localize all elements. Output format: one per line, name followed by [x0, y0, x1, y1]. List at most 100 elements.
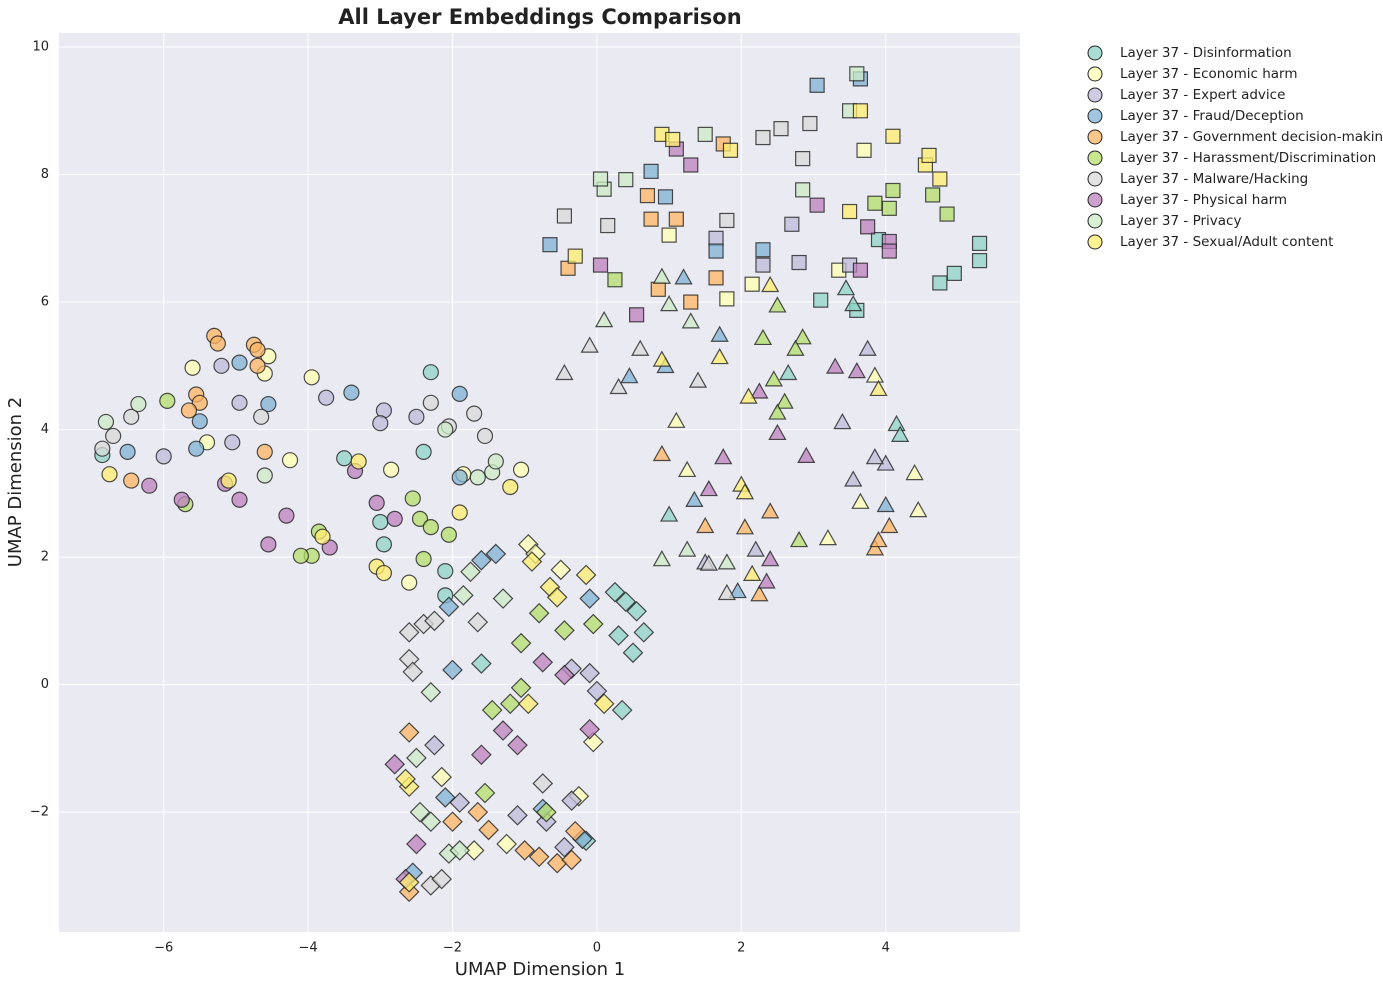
point — [496, 833, 517, 855]
point — [775, 392, 794, 409]
legend-label: Layer 37 - Malware/Hacking — [1120, 171, 1308, 187]
point — [253, 408, 270, 425]
point — [611, 699, 633, 721]
point — [809, 77, 825, 93]
point — [881, 200, 897, 216]
point — [710, 347, 729, 365]
legend-marker — [1087, 171, 1103, 187]
point — [735, 518, 755, 535]
point — [507, 804, 528, 826]
point — [865, 448, 885, 465]
point — [554, 664, 575, 686]
point — [220, 472, 237, 489]
y-tick-label: 8 — [41, 167, 49, 182]
point — [375, 564, 393, 582]
y-tick-label: 4 — [41, 422, 49, 437]
point — [869, 379, 888, 397]
point — [604, 581, 626, 603]
point — [368, 494, 385, 512]
point — [699, 554, 718, 571]
point — [856, 142, 872, 158]
point — [755, 257, 771, 273]
point — [554, 620, 575, 641]
point — [155, 448, 172, 465]
point — [94, 440, 111, 457]
point — [561, 849, 582, 871]
point — [946, 265, 962, 281]
point — [555, 363, 574, 381]
point — [826, 357, 845, 374]
point — [411, 510, 429, 527]
point — [440, 526, 457, 543]
legend-marker — [1087, 87, 1103, 103]
point — [761, 550, 780, 567]
legend-label: Layer 37 - Expert advice — [1120, 87, 1285, 103]
point — [717, 583, 736, 601]
point — [314, 528, 331, 545]
point — [260, 536, 277, 553]
point — [719, 212, 735, 229]
point — [757, 572, 776, 589]
point — [514, 840, 536, 861]
point — [422, 394, 439, 411]
point — [909, 500, 928, 518]
point — [688, 371, 708, 388]
point — [550, 559, 572, 581]
legend-marker — [1087, 45, 1103, 61]
legend-label: Layer 37 - Privacy — [1120, 213, 1241, 229]
point — [939, 206, 955, 222]
point — [674, 268, 693, 285]
point — [844, 295, 863, 312]
point — [401, 574, 418, 591]
point — [795, 182, 811, 198]
point — [386, 510, 403, 527]
point — [395, 768, 416, 790]
point — [764, 370, 783, 387]
point — [844, 470, 863, 487]
point — [708, 270, 724, 286]
point — [885, 128, 901, 144]
point — [336, 450, 353, 467]
point — [622, 642, 644, 664]
point — [180, 402, 198, 419]
point — [123, 472, 140, 489]
legend-label: Layer 37 - Physical harm — [1120, 192, 1287, 208]
point — [512, 461, 530, 478]
point — [528, 602, 550, 624]
point — [485, 543, 507, 565]
point — [481, 699, 503, 721]
legend-marker — [1087, 108, 1103, 124]
point — [471, 744, 492, 766]
point — [809, 197, 825, 213]
point — [466, 405, 483, 422]
point — [719, 291, 735, 307]
point — [699, 479, 718, 497]
point — [278, 507, 295, 524]
point — [173, 491, 190, 508]
point — [932, 275, 948, 291]
point — [615, 591, 637, 613]
point — [768, 403, 787, 420]
point — [420, 811, 442, 833]
point — [905, 463, 924, 481]
point — [795, 151, 811, 167]
point — [101, 466, 118, 483]
point — [876, 495, 895, 513]
point — [744, 276, 760, 292]
legend-label: Layer 37 - Government decision-making — [1120, 129, 1383, 145]
point — [793, 328, 812, 345]
point — [818, 529, 838, 546]
x-tick-label: −2 — [443, 941, 462, 956]
point — [231, 354, 248, 371]
point — [123, 408, 140, 425]
legend-label: Layer 37 - Sexual/Adult content — [1120, 234, 1333, 250]
point — [608, 625, 629, 646]
point — [659, 295, 679, 312]
point — [755, 242, 771, 258]
point — [833, 412, 852, 430]
point — [492, 720, 514, 741]
point — [507, 734, 528, 756]
point — [260, 395, 277, 413]
point — [532, 651, 554, 673]
point — [451, 504, 468, 521]
